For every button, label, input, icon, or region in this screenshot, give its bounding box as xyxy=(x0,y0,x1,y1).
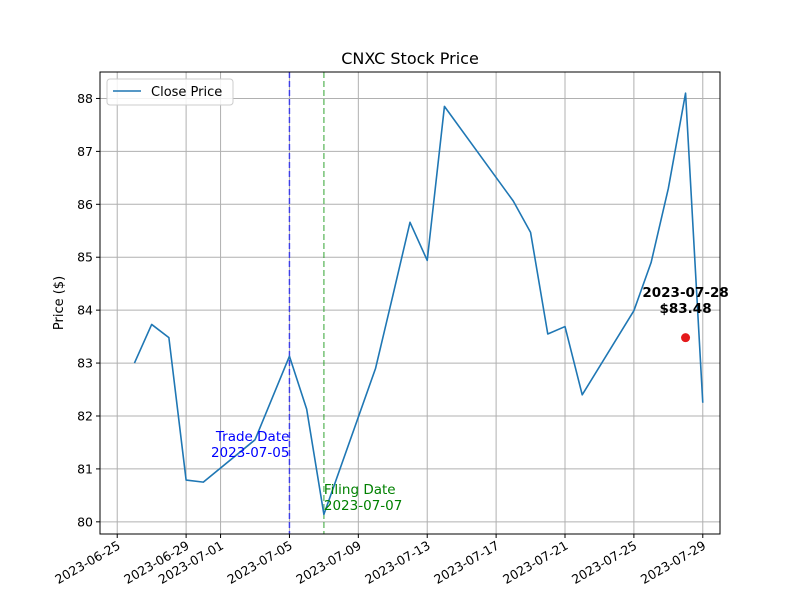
y-tick-label: 84 xyxy=(77,303,93,318)
series-layer xyxy=(133,92,704,516)
event-lines xyxy=(288,72,325,534)
chart-title: CNXC Stock Price xyxy=(341,49,479,68)
y-tick-label: 81 xyxy=(77,461,93,476)
y-tick-label: 87 xyxy=(77,144,93,159)
filing-date-label: Filing Date xyxy=(324,482,396,498)
y-tick-label: 83 xyxy=(77,356,93,371)
grid-lines xyxy=(100,72,720,534)
last-close-marker xyxy=(681,333,691,343)
y-axis: 80 81 82 83 84 85 86 87 88 xyxy=(77,91,100,529)
legend: Close Price xyxy=(106,78,234,106)
trade-date-value: 2023-07-05 xyxy=(211,445,289,461)
y-tick-label: 88 xyxy=(77,91,93,106)
y-axis-label: Price ($) xyxy=(52,276,67,330)
legend-box xyxy=(106,78,234,106)
y-tick-label: 80 xyxy=(77,514,93,529)
last-close-price-label: $83.48 xyxy=(660,301,712,317)
y-tick-label: 82 xyxy=(77,408,93,423)
trade-date-label: Trade Date xyxy=(215,429,290,445)
series-line-close-price xyxy=(133,92,704,516)
y-tick-label: 86 xyxy=(77,197,93,212)
last-close-date-label: 2023-07-28 xyxy=(642,285,728,301)
legend-label-close-price: Close Price xyxy=(151,85,222,100)
plot-area-frame xyxy=(99,71,721,535)
filing-date-value: 2023-07-07 xyxy=(324,498,402,514)
y-tick-label: 85 xyxy=(77,250,93,265)
